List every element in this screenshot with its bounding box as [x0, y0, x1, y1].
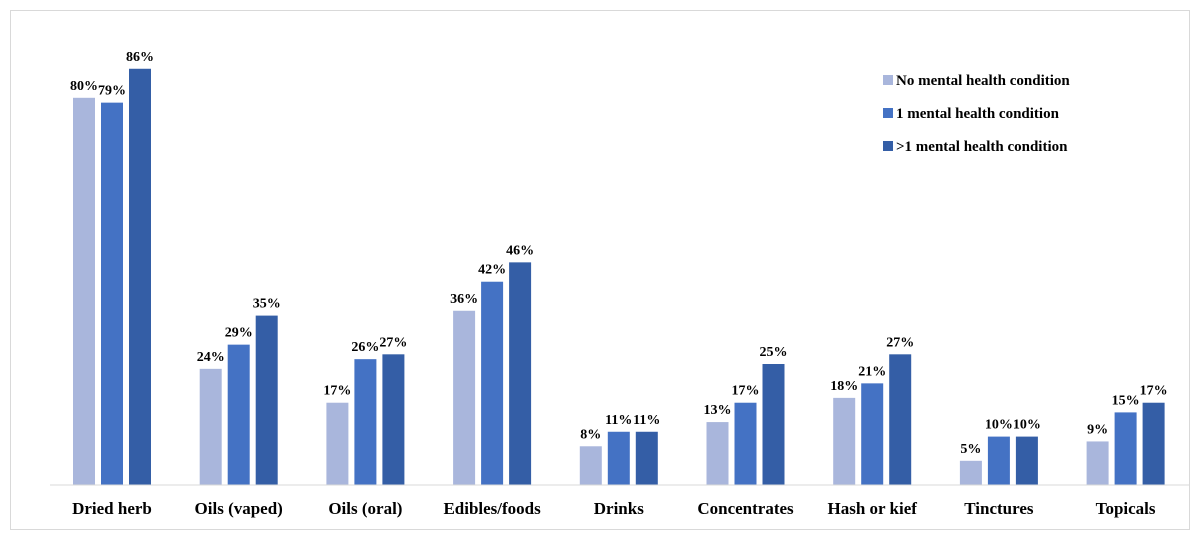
data-label: 13%	[704, 403, 732, 418]
data-label: 10%	[985, 418, 1013, 433]
bar-3-7	[889, 354, 912, 485]
bar-1-7	[833, 397, 856, 485]
data-label: 35%	[253, 297, 281, 312]
bar-3-5	[635, 431, 658, 485]
bar-3-2	[255, 315, 278, 485]
data-label: 26%	[351, 340, 379, 355]
x-tick-label: Topicals	[1096, 499, 1156, 518]
data-label: 5%	[960, 442, 981, 457]
x-tick-label: Oils (oral)	[328, 499, 402, 518]
data-label: 17%	[1140, 384, 1168, 399]
bar-2-1	[101, 102, 123, 485]
x-tick-label: Drinks	[594, 499, 644, 518]
legend-swatch	[883, 141, 893, 151]
bar-3-1	[129, 68, 151, 485]
legend-swatch	[883, 75, 893, 85]
bar-2-7	[861, 383, 884, 485]
data-label: 86%	[126, 50, 154, 65]
bar-3-9	[1142, 402, 1165, 485]
bar-1-5	[579, 446, 602, 485]
data-label: 24%	[197, 350, 225, 365]
x-tick-label: Hash or kief	[827, 499, 917, 518]
bar-3-3	[382, 354, 405, 485]
bar-3-8	[1015, 436, 1038, 485]
data-label: 11%	[633, 413, 660, 428]
bar-2-8	[987, 436, 1010, 485]
legend-label: No mental health condition	[896, 73, 1070, 89]
data-label: 42%	[478, 263, 506, 278]
data-label: 18%	[830, 379, 858, 394]
bar-1-3	[326, 402, 349, 485]
x-tick-labels-layer: Dried herb Oils (vaped) Oils (oral) Edibles…	[72, 499, 1156, 518]
data-label: 17%	[323, 384, 351, 399]
bar-1-2	[199, 368, 222, 485]
data-label: 27%	[379, 335, 407, 350]
bar-2-2	[227, 344, 250, 485]
data-label: 21%	[858, 364, 886, 379]
bars-layer	[73, 68, 1165, 486]
data-label: 8%	[580, 427, 601, 442]
data-label: 29%	[225, 326, 253, 341]
data-label: 17%	[732, 384, 760, 399]
legend-label: >1 mental health condition	[896, 139, 1068, 155]
bar-1-6	[706, 422, 729, 485]
x-tick-label: Edibles/foods	[443, 499, 541, 518]
bar-2-4	[481, 281, 504, 485]
bar-2-6	[734, 402, 757, 485]
bar-2-3	[354, 359, 377, 485]
data-label: 9%	[1087, 422, 1108, 437]
bar-1-4	[453, 310, 476, 485]
legend: No mental health condition 1 mental healt…	[883, 73, 1070, 155]
bar-1-1	[73, 97, 95, 486]
data-label: 79%	[98, 84, 126, 99]
data-label: 15%	[1112, 393, 1140, 408]
x-tick-label: Oils (vaped)	[195, 499, 283, 518]
x-tick-label: Dried herb	[72, 499, 152, 518]
bar-1-9	[1086, 441, 1109, 485]
data-label: 10%	[1013, 418, 1041, 433]
bar-3-6	[762, 364, 785, 485]
x-tick-label: Concentrates	[697, 499, 794, 518]
data-label: 46%	[506, 243, 534, 258]
bar-3-4	[509, 262, 532, 485]
legend-label: 1 mental health condition	[896, 106, 1060, 122]
data-labels-layer: 80% 79%86%24%29%35%17%26% 27%36%42%46%8%11…	[70, 50, 1168, 457]
bar-2-5	[607, 431, 630, 485]
data-label: 25%	[760, 345, 788, 360]
bar-2-9	[1114, 412, 1137, 485]
legend-swatch	[883, 108, 893, 118]
data-label: 11%	[605, 413, 632, 428]
data-label: 80%	[70, 79, 98, 94]
data-label: 27%	[886, 335, 914, 350]
bar-1-8	[959, 460, 982, 485]
x-tick-label: Tinctures	[964, 499, 1034, 518]
data-label: 36%	[450, 292, 478, 307]
